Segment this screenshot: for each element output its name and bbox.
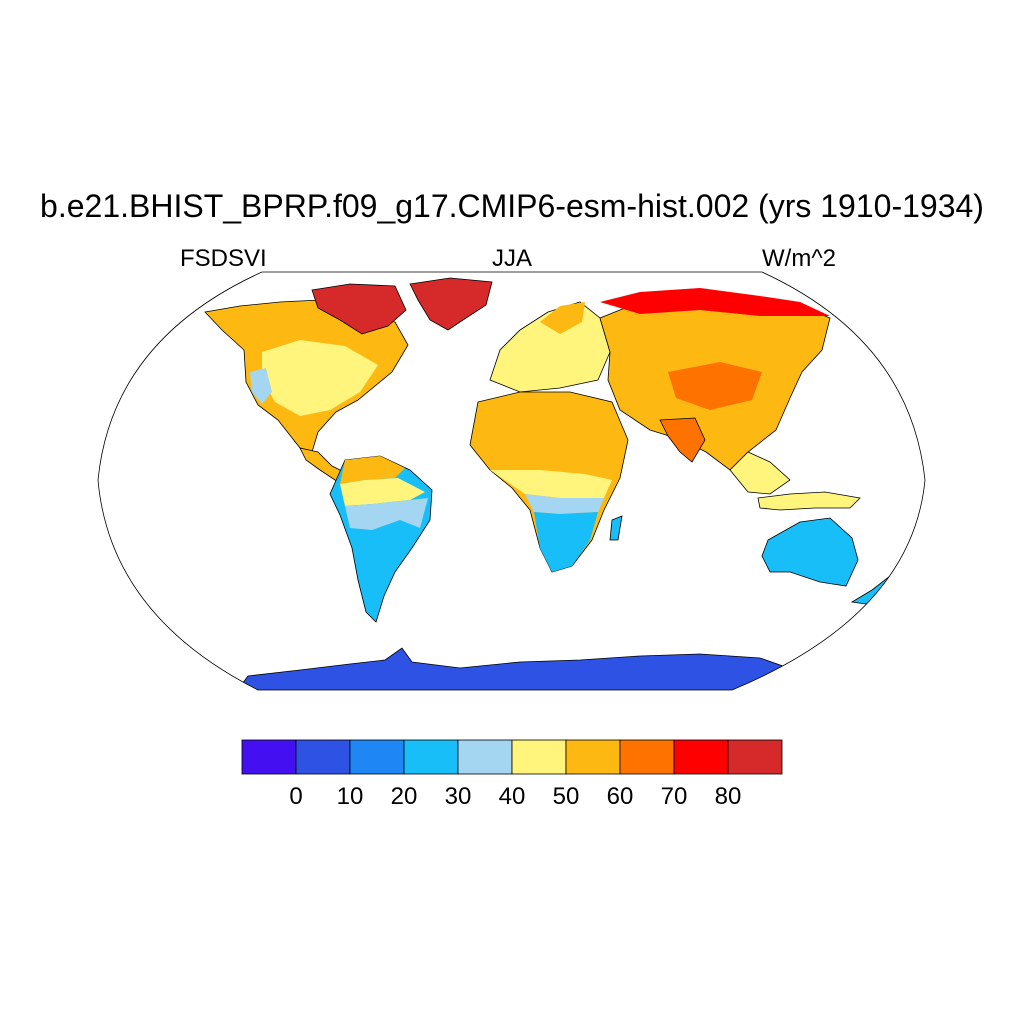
colorbar-box	[349, 739, 405, 775]
colorbar-tick-label: 10	[336, 783, 364, 810]
rockies-region	[250, 368, 272, 404]
variable-label: FSDSVI	[180, 245, 267, 272]
colorbar-box	[565, 739, 621, 775]
colorbar-tick-label: 70	[660, 783, 688, 810]
tibet-region	[668, 362, 762, 410]
southern-africa-region	[534, 512, 598, 572]
australia-region	[761, 517, 859, 587]
colorbar-tick-label: 30	[444, 783, 472, 810]
siberia-north-region	[600, 288, 830, 316]
colorbar-box	[511, 739, 567, 775]
colorbar-box	[673, 739, 729, 775]
colorbar-tick-label: 40	[498, 783, 526, 810]
central-africa-region	[490, 470, 612, 498]
map-title: b.e21.BHIST_BPRP.f09_g17.CMIP6-esm-hist.…	[40, 188, 984, 224]
north-america-interior	[262, 340, 378, 416]
colorbar-box	[241, 739, 297, 775]
colorbar-tick-label: 50	[552, 783, 580, 810]
india-region	[659, 417, 706, 463]
map-boundary	[97, 271, 926, 691]
colorbar-tick-label: 60	[606, 783, 634, 810]
brazil-region	[345, 498, 428, 530]
southeast-asia-region	[729, 451, 791, 495]
colorbar-box	[457, 739, 513, 775]
indonesia-region	[757, 491, 861, 511]
congo-region	[525, 494, 604, 514]
colorbar-tick-label: 80	[714, 783, 742, 810]
amazon-region	[340, 478, 425, 506]
colorbar-box	[295, 739, 351, 775]
units-label: W/m^2	[762, 245, 836, 272]
season-label: JJA	[491, 245, 532, 272]
colorbar-tick-label: 0	[289, 783, 303, 810]
colorbar-tick-label: 20	[390, 783, 418, 810]
arctic-islands-region	[311, 283, 407, 335]
colorbar-box	[727, 739, 783, 775]
colorbar-box	[403, 739, 459, 775]
south-america-north	[340, 456, 405, 484]
colorbar-box	[619, 739, 675, 775]
greenland-region	[409, 277, 493, 331]
scandinavia-region	[540, 302, 585, 334]
madagascar-region	[609, 515, 623, 541]
